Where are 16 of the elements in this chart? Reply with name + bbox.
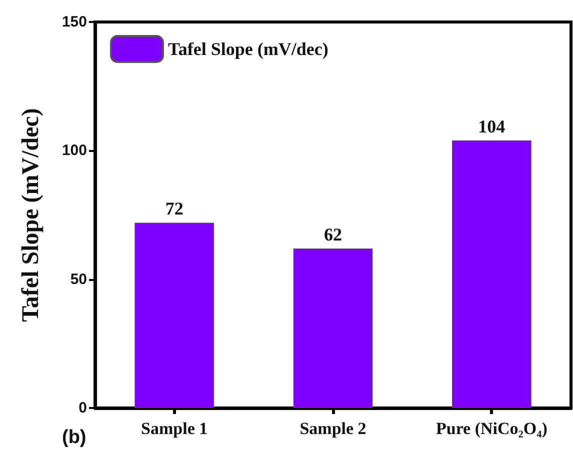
x-tick-label: Sample 2	[300, 419, 366, 438]
y-tick-label: 150	[62, 14, 87, 30]
x-tick-label: Pure (NiCo₂O₄)	[436, 419, 548, 438]
data-label: 104	[478, 116, 506, 136]
bar	[134, 222, 214, 408]
y-tick-label: 0	[78, 400, 87, 416]
y-tick-label: 50	[70, 270, 87, 288]
y-tick-label: 100	[62, 142, 87, 160]
bar	[293, 248, 373, 408]
y-axis-title: Tafel Slope (mV/dec)	[18, 108, 44, 322]
x-tick-label: Sample 1	[141, 419, 208, 438]
data-label: 72	[165, 198, 184, 219]
text: (b)	[62, 427, 86, 448]
legend-label: Tafel Slope (mV/dec)	[168, 39, 328, 59]
bar	[452, 140, 532, 408]
data-label: 62	[324, 224, 342, 244]
